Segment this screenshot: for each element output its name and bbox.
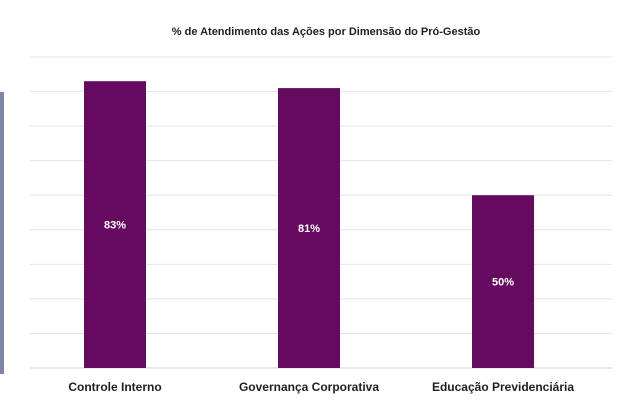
category-label-2: Governança Corporativa bbox=[239, 380, 379, 394]
bar-2 bbox=[278, 88, 340, 368]
bar-1 bbox=[84, 81, 146, 368]
bar-3 bbox=[472, 195, 534, 368]
chart-title: % de Atendimento das Ações por Dimensão … bbox=[172, 26, 481, 38]
left-edge-strip bbox=[0, 92, 4, 374]
data-label-1: 83% bbox=[104, 220, 126, 232]
category-label-1: Controle Interno bbox=[68, 380, 161, 394]
category-labels: Controle Interno Governança Corporativa Ed… bbox=[68, 380, 574, 394]
category-label-3: Educação Previdenciária bbox=[432, 380, 574, 394]
data-label-2: 81% bbox=[298, 223, 320, 235]
bars bbox=[84, 81, 534, 368]
data-labels: 83% 81% 50% bbox=[104, 220, 514, 289]
data-label-3: 50% bbox=[492, 277, 514, 289]
